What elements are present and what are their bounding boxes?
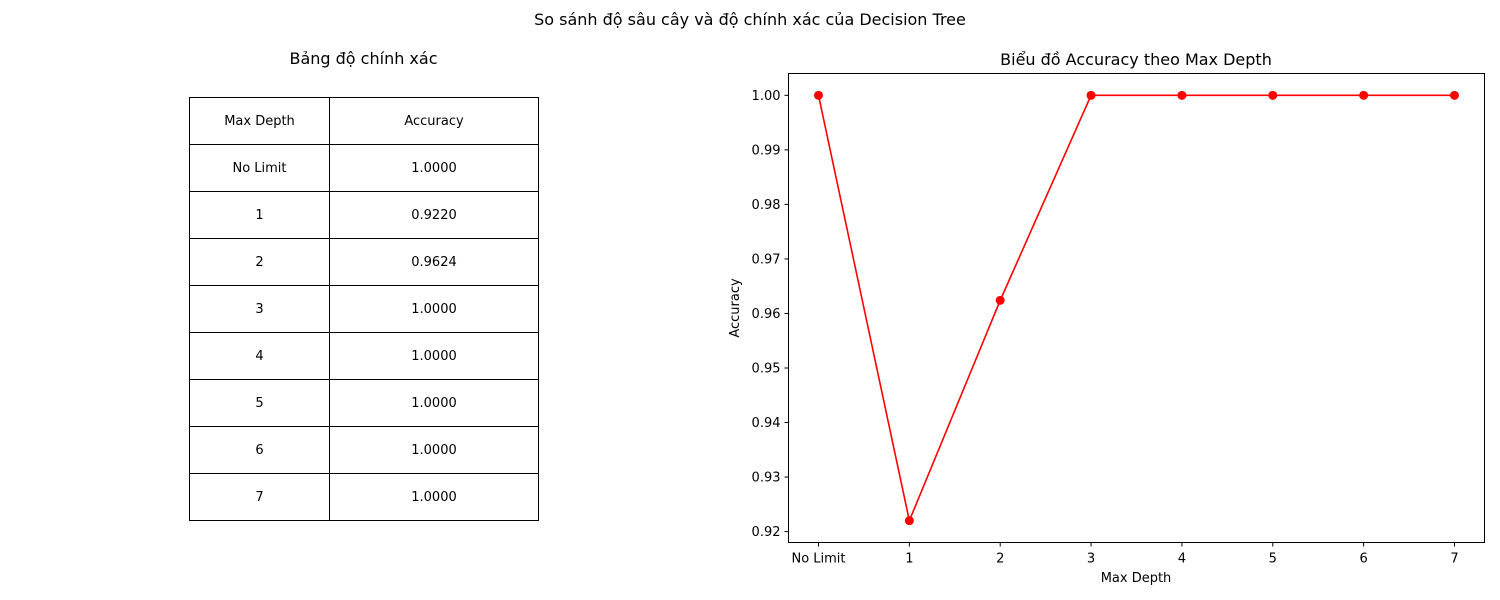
table-row: No Limit 1.0000: [189, 144, 539, 192]
cell-accuracy: 1.0000: [329, 473, 539, 521]
y-tick-label: 0.96: [752, 307, 781, 322]
x-tick-label: 2: [996, 552, 1004, 567]
y-tick-label: 1.00: [752, 89, 781, 104]
data-point: [1086, 90, 1096, 100]
data-point: [904, 516, 914, 526]
x-tick-label: 6: [1360, 552, 1368, 567]
figure-title: So sánh độ sâu cây và độ chính xác của D…: [534, 10, 966, 29]
cell-depth: 7: [189, 473, 330, 521]
y-tick-label: 0.95: [752, 361, 781, 376]
y-tick-label: 0.98: [752, 198, 781, 213]
x-tick-label: 5: [1269, 552, 1277, 567]
x-tick-label: No Limit: [791, 552, 845, 567]
y-tick-label: 0.94: [752, 416, 781, 431]
table-row: 7 1.0000: [189, 473, 539, 521]
y-axis-label: Accuracy: [728, 278, 743, 338]
table-row: 6 1.0000: [189, 426, 539, 474]
cell-accuracy: 1.0000: [329, 426, 539, 474]
plot-area: [788, 73, 1485, 543]
y-tick-label: 0.93: [752, 471, 781, 486]
cell-depth: 1: [189, 191, 330, 239]
data-point: [1268, 90, 1278, 100]
x-axis-label: Max Depth: [1101, 571, 1172, 586]
table-row: 1 0.9220: [189, 191, 539, 239]
data-point: [995, 295, 1005, 305]
y-tick-label: 0.92: [752, 525, 781, 540]
x-tick-label: 1: [905, 552, 913, 567]
x-tick-label: 3: [1087, 552, 1095, 567]
cell-depth: 6: [189, 426, 330, 474]
x-tick-label: 7: [1450, 552, 1458, 567]
data-point: [1450, 90, 1459, 100]
data-point: [1359, 90, 1369, 100]
table-title: Bảng độ chính xác: [289, 49, 438, 68]
x-axis-ticks: No Limit 1 2 3 4 5 6 7: [791, 542, 1459, 567]
y-tick-label: 0.97: [752, 252, 781, 267]
cell-depth: No Limit: [189, 144, 330, 192]
data-point: [1177, 90, 1187, 100]
series-markers: [814, 90, 1459, 526]
cell-depth: 5: [189, 379, 330, 427]
table-row: 5 1.0000: [189, 379, 539, 427]
header-max-depth: Max Depth: [189, 97, 330, 145]
cell-accuracy: 1.0000: [329, 285, 539, 333]
data-point: [814, 90, 823, 100]
accuracy-table: Max Depth Accuracy No Limit 1.0000 1 0.922…: [189, 97, 539, 521]
series-line: [817, 94, 1455, 524]
y-tick-label: 0.99: [752, 143, 781, 158]
x-tick-label: 4: [1178, 552, 1186, 567]
cell-accuracy: 0.9220: [329, 191, 539, 239]
cell-accuracy: 0.9624: [329, 238, 539, 286]
cell-accuracy: 1.0000: [329, 144, 539, 192]
table-row: 3 1.0000: [189, 285, 539, 333]
cell-accuracy: 1.0000: [329, 379, 539, 427]
y-axis-ticks: 0.92 0.93 0.94 0.95 0.96 0.97 0.98 0.99 1.00: [752, 89, 789, 540]
chart-title: Biểu đồ Accuracy theo Max Depth: [1000, 50, 1272, 69]
